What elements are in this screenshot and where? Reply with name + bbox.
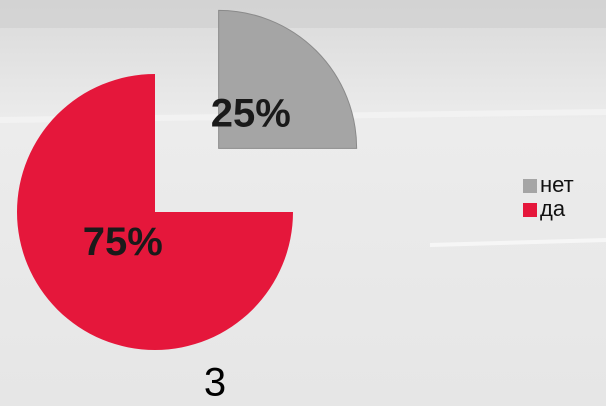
data-label: 75%: [83, 220, 163, 264]
background-band: [0, 0, 606, 28]
data-label: 25%: [211, 92, 291, 136]
legend-swatch: [523, 203, 537, 217]
legend-swatch: [523, 179, 537, 193]
caption: 3: [204, 361, 226, 405]
chart: 3 25% нет 75% да: [0, 0, 606, 406]
legend-label: да: [540, 196, 566, 221]
legend-label: нет: [540, 172, 574, 197]
